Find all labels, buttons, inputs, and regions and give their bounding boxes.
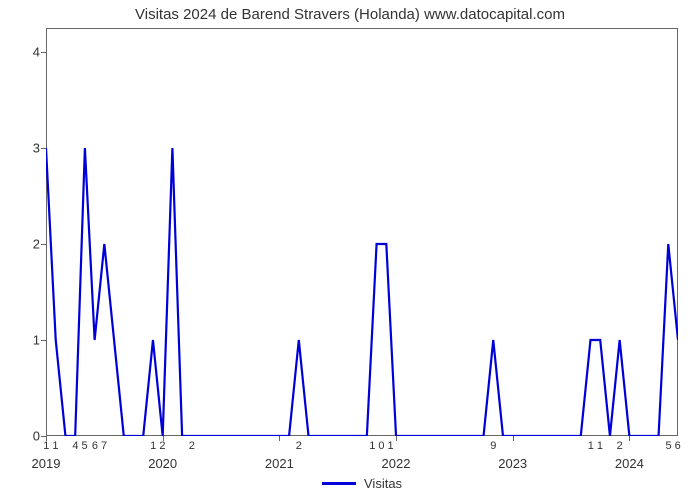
x-tick-mark	[629, 436, 630, 441]
x-value-label: 1 0 1	[369, 440, 393, 452]
x-year-label: 2022	[382, 456, 411, 471]
y-tick-label: 2	[10, 237, 40, 252]
y-tick-mark	[41, 340, 46, 341]
chart-title: Visitas 2024 de Barend Stravers (Holanda…	[0, 6, 700, 23]
x-value-label: 2	[296, 440, 302, 452]
line-chart	[46, 28, 678, 436]
x-tick-mark	[279, 436, 280, 441]
x-tick-mark	[513, 436, 514, 441]
x-year-label: 2019	[32, 456, 61, 471]
legend-label: Visitas	[364, 476, 402, 491]
legend: Visitas	[322, 476, 402, 491]
x-year-label: 2020	[148, 456, 177, 471]
x-value-label: 2	[617, 440, 623, 452]
x-value-label: 1 1	[43, 440, 58, 452]
x-year-label: 2021	[265, 456, 294, 471]
x-value-label: 2	[189, 440, 195, 452]
x-value-label: 4 5	[72, 440, 87, 452]
x-tick-mark	[396, 436, 397, 441]
x-value-label: 1 2	[150, 440, 165, 452]
x-value-label: 1 1	[588, 440, 603, 452]
y-tick-label: 3	[10, 141, 40, 156]
y-tick-label: 1	[10, 333, 40, 348]
y-tick-label: 4	[10, 45, 40, 60]
y-tick-mark	[41, 52, 46, 53]
x-year-label: 2024	[615, 456, 644, 471]
legend-line	[322, 482, 356, 485]
x-value-label: 6 7	[92, 440, 107, 452]
x-value-label: 9	[490, 440, 496, 452]
y-tick-mark	[41, 148, 46, 149]
y-tick-label: 0	[10, 429, 40, 444]
x-value-label: 5 6	[665, 440, 680, 452]
y-tick-mark	[41, 244, 46, 245]
x-year-label: 2023	[498, 456, 527, 471]
